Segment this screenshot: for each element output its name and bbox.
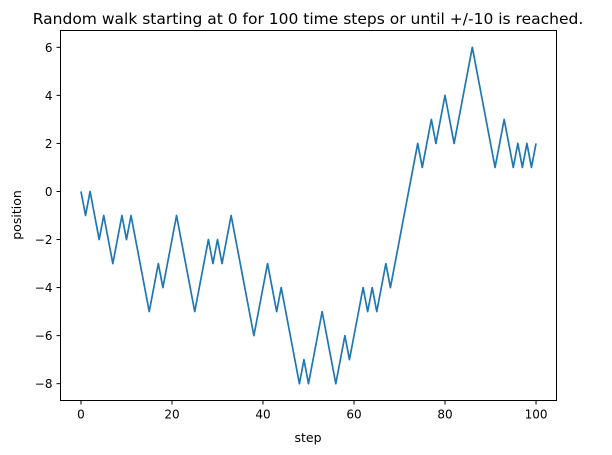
random-walk-line <box>80 46 537 385</box>
y-tick-label: −6 <box>35 329 53 343</box>
axes-frame <box>60 30 557 401</box>
x-tick-label: 0 <box>77 408 85 422</box>
x-tick-label: 80 <box>437 408 452 422</box>
y-tick-label: 2 <box>45 137 53 151</box>
y-tick-label: 4 <box>45 89 53 103</box>
x-axis-label: step <box>294 430 321 445</box>
x-tick-label: 60 <box>346 408 361 422</box>
y-tick-label: 0 <box>45 185 53 199</box>
x-axis-ticks: 0 20 40 60 80 100 <box>77 400 548 422</box>
y-tick-label: −2 <box>35 233 53 247</box>
y-axis-label: position <box>9 190 24 240</box>
x-tick-label: 40 <box>255 408 270 422</box>
y-tick-label: −4 <box>35 281 53 295</box>
y-tick-label: 6 <box>45 41 53 55</box>
y-axis-ticks: −8 −6 −4 −2 0 2 4 6 <box>35 41 61 391</box>
y-tick-label: −8 <box>35 377 53 391</box>
plot-area: 0 20 40 60 80 100 −8 −6 −4 −2 0 2 4 6 <box>35 30 557 422</box>
x-tick-label: 100 <box>525 408 548 422</box>
x-tick-label: 20 <box>164 408 179 422</box>
chart-title: Random walk starting at 0 for 100 time s… <box>33 10 584 28</box>
